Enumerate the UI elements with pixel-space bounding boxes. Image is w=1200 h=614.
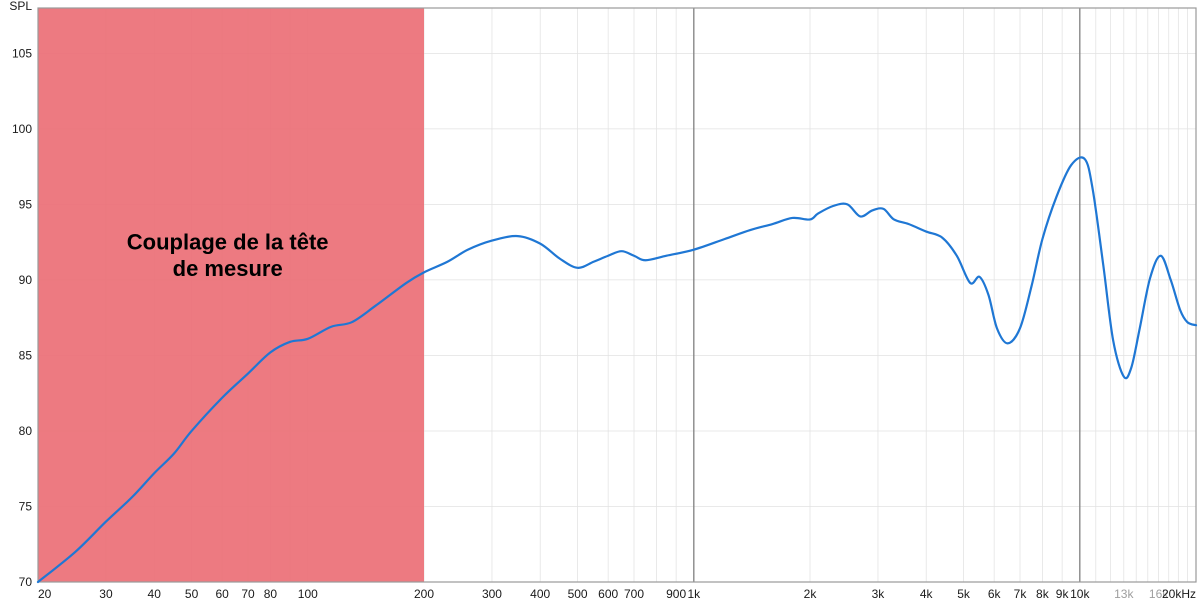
x-tick-label: 900 <box>666 587 686 601</box>
annotation-line-0: Couplage de la tête <box>127 230 329 255</box>
x-tick-label: 7k <box>1014 587 1028 601</box>
y-tick-label: 75 <box>19 499 33 513</box>
y-tick-label: 80 <box>19 424 33 438</box>
x-tick-label: 50 <box>185 587 199 601</box>
x-tick-label: 10k <box>1070 587 1090 601</box>
x-tick-label: 20kHz <box>1162 587 1196 601</box>
x-tick-label: 9k <box>1056 587 1070 601</box>
x-tick-label: 200 <box>414 587 434 601</box>
x-tick-label: 3k <box>872 587 886 601</box>
x-tick-label: 300 <box>482 587 502 601</box>
frequency-response-chart: Couplage de la têtede mesure 70 75 80 85 90 95… <box>0 0 1200 614</box>
y-tick-label: 95 <box>19 197 33 211</box>
x-tick-label: 13k <box>1114 587 1134 601</box>
y-tick-label: 70 <box>19 575 33 589</box>
x-tick-label: 80 <box>264 587 278 601</box>
x-tick-label: 5k <box>957 587 971 601</box>
shaded-region <box>38 8 424 582</box>
x-tick-label: 40 <box>148 587 162 601</box>
y-tick-label: 100 <box>12 122 32 136</box>
x-tick-label: 20 <box>38 587 52 601</box>
chart-container: Couplage de la têtede mesure 70 75 80 85 90 95… <box>0 0 1200 614</box>
y-tick-label: 90 <box>19 273 33 287</box>
x-tick-label: 400 <box>530 587 550 601</box>
y-tick-label: 85 <box>19 348 33 362</box>
x-tick-label: 60 <box>215 587 229 601</box>
x-tick-label: 700 <box>624 587 644 601</box>
annotation-line-1: de mesure <box>173 256 283 281</box>
x-tick-label: 500 <box>568 587 588 601</box>
x-tick-label: 30 <box>99 587 113 601</box>
x-tick-label: 100 <box>298 587 318 601</box>
x-tick-label: 1k <box>687 587 701 601</box>
x-tick-label: 70 <box>241 587 255 601</box>
x-tick-label: 4k <box>920 587 934 601</box>
y-axis-label: SPL <box>9 0 32 13</box>
x-tick-label: 2k <box>804 587 818 601</box>
x-tick-label: 6k <box>988 587 1002 601</box>
y-tick-label: 105 <box>12 46 32 60</box>
x-tick-label: 600 <box>598 587 618 601</box>
x-tick-label: 8k <box>1036 587 1050 601</box>
